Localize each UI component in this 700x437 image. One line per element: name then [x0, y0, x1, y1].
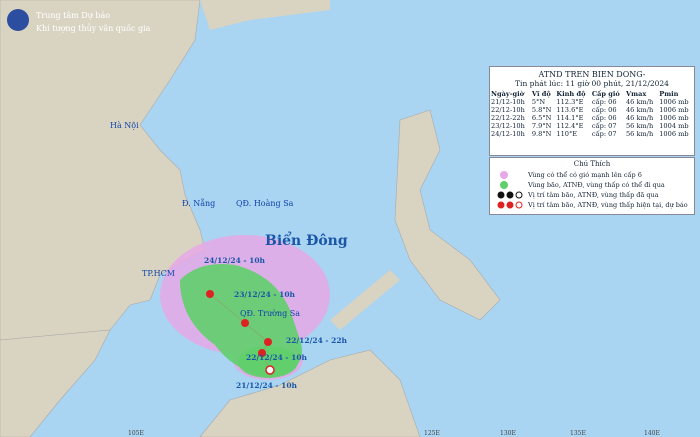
track-label: 22/12/24 - 22h: [286, 336, 348, 345]
track-point: [258, 349, 266, 357]
table-row: 24/12-10h 9.8°N 110°E cấp: 07 56 km/h 1006 mb: [490, 130, 694, 138]
table-cell: cấp: 07: [591, 130, 617, 138]
table-cell: 21/12-10h: [491, 98, 525, 106]
table-cell: 56 km/h: [625, 130, 654, 138]
table-header: Ngày-giờ: [491, 90, 524, 98]
table-header: Pmin: [659, 90, 679, 98]
track-point: [206, 290, 214, 298]
table-cell: cấp: 06: [591, 114, 617, 122]
legend-item: Vùng có thể có gió mạnh lên cấp 6: [490, 170, 694, 180]
table-cell: 7.9°N: [531, 122, 552, 130]
track-label: 22/12/24 - 10h: [246, 353, 308, 362]
place-label: Đ. Nẵng: [182, 199, 215, 208]
table-cell: 6.5°N: [531, 114, 552, 122]
lon-label: 135E: [570, 430, 586, 437]
track-cone: [238, 346, 298, 378]
place-label: QĐ. Trường Sa: [240, 309, 300, 318]
legend-text: Vùng bão, ATNĐ, vùng thấp có thể đi qua: [528, 181, 665, 189]
info-title: ATND TREN BIEN DONG-: [538, 70, 646, 79]
table-cell: 1006 mb: [659, 130, 689, 138]
logo: [7, 9, 29, 31]
lon-label: 130E: [500, 430, 516, 437]
table-cell: 112.3°E: [556, 98, 584, 106]
table-header: Vmax: [625, 90, 647, 98]
legend-text: Vị trí tâm bão, ATNĐ, vùng thấp đã qua: [528, 191, 659, 199]
china: [0, 0, 330, 30]
table-cell: 46 km/h: [625, 106, 654, 114]
table-cell: 56 km/h: [625, 122, 654, 130]
table-row: 22/12-22h 6.5°N 114.1°E cấp: 06 46 km/h 1006 …: [490, 114, 694, 122]
legend-item: Vị trí tâm bão, ATNĐ, vùng thấp đã qua: [490, 190, 694, 200]
peninsula: [0, 329, 111, 437]
sea-label: Biển Đông: [265, 231, 348, 249]
table-header: Cấp gió: [591, 90, 620, 98]
table-cell: 46 km/h: [625, 114, 654, 122]
table-cell: 46 km/h: [625, 98, 654, 106]
legend-text: Vùng có thể có gió mạnh lên cấp 6: [528, 171, 642, 179]
gulf: [190, 57, 260, 110]
info-table: Ngày-giờ Vĩ độ Kinh độ Cấp gió Vmax Pmin 21/12…: [490, 90, 694, 138]
lon-label: 125E: [424, 430, 440, 437]
header-subtitle: Khí tượng thủy văn quốc gia: [36, 24, 151, 33]
table-cell: 110°E: [556, 130, 578, 138]
table-cell: 24/12-10h: [491, 130, 525, 138]
table-cell: 5.8°N: [531, 106, 552, 114]
table-cell: cấp: 07: [591, 122, 617, 130]
table-cell: 5°N: [531, 98, 546, 106]
table-row: 22/12-10h 5.8°N 113.6°E cấp: 06 46 km/h 1006 …: [490, 106, 694, 114]
table-cell: 9.8°N: [531, 130, 552, 138]
info-box: ATND TREN BIEN DONG- Tin phát lúc: 11 gi…: [489, 66, 695, 156]
table-cell: 22/12-22h: [491, 114, 525, 122]
table-header: Kinh độ: [556, 90, 586, 98]
track-point: [264, 338, 272, 346]
borneo: [199, 349, 421, 437]
table-cell: cấp: 06: [591, 98, 617, 106]
track-label: 21/12/24 - 10h: [236, 381, 298, 390]
table-cell: 1004 mb: [659, 122, 689, 130]
track-label: 24/12/24 - 10h: [204, 256, 266, 265]
lon-label: 105E: [128, 430, 144, 437]
mainland: [0, 0, 206, 341]
info-subtitle: Tin phát lúc: 11 giờ 00 phút, 21/12/2024: [515, 79, 669, 88]
track-point: [265, 365, 275, 375]
place-label: Hà Nội: [110, 121, 139, 130]
philippines: [394, 109, 501, 321]
table-cell: 114.1°E: [556, 114, 584, 122]
table-row: 21/12-10h 5°N 112.3°E cấp: 06 46 km/h 1006 mb: [490, 98, 694, 106]
table-header: Vĩ độ: [531, 90, 551, 98]
track-label: 23/12/24 - 10h: [234, 290, 296, 299]
track-point: [241, 319, 249, 327]
table-cell: 113.6°E: [556, 106, 584, 114]
table-cell: cấp: 06: [591, 106, 617, 114]
lon-label: 140E: [644, 430, 660, 437]
legend-text: Vị trí tâm bão, ATNĐ, vùng thấp hiện tại…: [528, 201, 688, 209]
place-label: QĐ. Hoàng Sa: [236, 199, 294, 208]
table-cell: 23/12-10h: [491, 122, 525, 130]
palawan: [330, 270, 400, 330]
place-label: TP.HCM: [142, 269, 175, 278]
table-cell: 1006 mb: [659, 114, 689, 122]
table-cell: 1006 mb: [659, 106, 689, 114]
header-title: Trung tâm Dự báo: [36, 11, 110, 20]
legend-item: Vị trí tâm bão, ATNĐ, vùng thấp hiện tại…: [490, 200, 694, 210]
table-cell: 112.4°E: [556, 122, 584, 130]
track-points: [206, 290, 275, 375]
legend: Chú Thích Vùng có thể có gió mạnh lên cấ…: [489, 157, 695, 215]
table-row: 23/12-10h 7.9°N 112.4°E cấp: 07 56 km/h 1004 …: [490, 122, 694, 130]
table-cell: 22/12-10h: [491, 106, 525, 114]
table-cell: 1006 mb: [659, 98, 689, 106]
legend-item: Vùng bão, ATNĐ, vùng thấp có thể đi qua: [490, 180, 694, 190]
legend-title: Chú Thích: [573, 160, 611, 168]
